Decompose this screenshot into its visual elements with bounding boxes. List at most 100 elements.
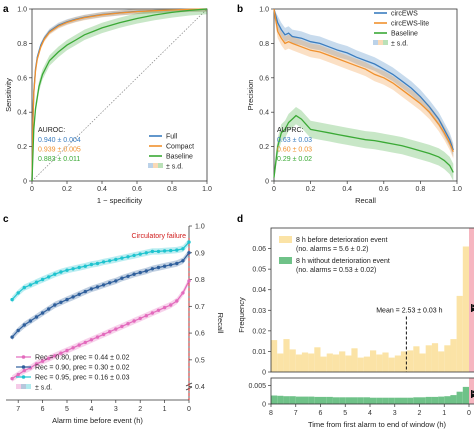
d-top-bar bbox=[332, 354, 340, 372]
d-legend-sub-0: (no. alarms = 5.6 ± 0.2) bbox=[296, 246, 369, 253]
b-annot-line-2: 0.29 ± 0.02 bbox=[277, 156, 312, 163]
d-bottom-bar bbox=[314, 396, 321, 404]
c-legend-marker-2 bbox=[21, 375, 26, 379]
c-point-2 bbox=[10, 297, 14, 302]
b-xlabel: Recall bbox=[355, 196, 376, 205]
c-point-2 bbox=[28, 283, 33, 287]
d-top-bar bbox=[363, 356, 370, 372]
b-xtick-label: 0.4 bbox=[342, 186, 352, 193]
a-xtick-label: 0.6 bbox=[132, 186, 142, 193]
d-top-bar bbox=[400, 351, 408, 372]
c-point-0 bbox=[71, 346, 75, 350]
c-line-2 bbox=[11, 241, 190, 301]
c-point-0 bbox=[83, 340, 88, 345]
d-bottom-bar bbox=[413, 397, 420, 404]
a-annot-line-1: 0.939 ± 0.005 bbox=[38, 147, 81, 154]
d-legend-sub-1: (no. alarms = 0.53 ± 0.02) bbox=[296, 267, 376, 274]
c-point-1 bbox=[77, 292, 81, 296]
c-ytick-label: 0.6 bbox=[195, 331, 205, 338]
b-ytick-label: 0 bbox=[265, 179, 269, 186]
c-point-2 bbox=[162, 249, 167, 253]
d-bottom-frame bbox=[270, 377, 474, 405]
b-band-1 bbox=[274, 9, 454, 159]
d-top-frame bbox=[270, 227, 474, 373]
c-point-1 bbox=[101, 283, 106, 287]
a-sd-swatch-2 bbox=[158, 163, 163, 168]
d-top-ytick-label: 0.05 bbox=[252, 267, 266, 274]
c-event-label: Circulatory failure bbox=[132, 233, 187, 240]
c-point-1 bbox=[181, 259, 185, 263]
c-point-2 bbox=[144, 251, 148, 255]
d-top-bar bbox=[431, 343, 439, 372]
d-top-bar bbox=[295, 354, 302, 372]
panel-letter-c: c bbox=[3, 214, 9, 225]
c-point-0 bbox=[132, 319, 136, 323]
c-sd-swatch-0 bbox=[16, 384, 21, 389]
d-legend-swatch-0 bbox=[279, 236, 292, 243]
d-bottom-bar bbox=[431, 396, 439, 404]
d-xtick-label: 4 bbox=[368, 410, 372, 417]
c-xtick-label: 7 bbox=[16, 406, 20, 413]
b-legend-label-1: circEWS-lite bbox=[391, 21, 429, 28]
c-point-2 bbox=[169, 248, 173, 253]
c-point-0 bbox=[181, 291, 185, 295]
d-bottom-bar bbox=[320, 396, 327, 404]
c-band-1 bbox=[12, 249, 189, 341]
c-point-2 bbox=[138, 252, 142, 256]
d-top-bar bbox=[357, 357, 364, 372]
b-ytick-label: 0.6 bbox=[259, 75, 269, 82]
d-top-bar bbox=[376, 354, 383, 372]
c-ytick-label: 0.5 bbox=[195, 357, 205, 364]
d-bottom-bar bbox=[357, 397, 364, 404]
b-legend-label-2: Baseline bbox=[391, 31, 418, 38]
d-top-bar bbox=[320, 356, 327, 372]
c-point-1 bbox=[144, 269, 148, 273]
c-point-0 bbox=[138, 316, 142, 321]
d-bottom-bar bbox=[450, 395, 457, 404]
a-sd-swatch-0 bbox=[148, 163, 153, 168]
d-top-bar bbox=[345, 355, 352, 372]
d-top-bar bbox=[394, 355, 401, 372]
d-bottom-bar bbox=[339, 397, 346, 404]
c-point-0 bbox=[169, 303, 173, 307]
d-bottom-bar bbox=[444, 396, 451, 404]
c-point-0 bbox=[162, 305, 167, 310]
a-legend-label-1: Compact bbox=[166, 144, 194, 151]
panel-b-precision-recall: 0 0.2 0.4 0.6 0.8 1.0 0 0.2 0.4 0.6 0.8 1.0 Recall Pr… bbox=[246, 7, 462, 206]
a-sd-swatch-1 bbox=[153, 163, 158, 168]
a-line-1 bbox=[31, 8, 208, 182]
c-xtick-label: 4 bbox=[89, 406, 93, 413]
panel-d-histogram: 0 0.01 0.02 0.03 0.04 0.05 0.06 0 0.005 8 7 6 5 4 3 2 1 0… bbox=[237, 227, 474, 429]
d-bottom-bar bbox=[301, 396, 309, 404]
a-xtick-label: 0.8 bbox=[167, 186, 177, 193]
c-point-2 bbox=[187, 240, 191, 244]
a-xtick-label: 0 bbox=[30, 186, 34, 193]
c-point-0 bbox=[175, 299, 179, 303]
c-point-1 bbox=[126, 274, 130, 278]
d-top-bar bbox=[339, 351, 346, 372]
d-bottom-bar bbox=[382, 397, 389, 404]
d-bottom-bar bbox=[308, 396, 315, 404]
b-xtick-label: 0 bbox=[272, 186, 276, 193]
c-point-1 bbox=[34, 315, 39, 319]
a-line-2 bbox=[31, 8, 208, 182]
c-point-2 bbox=[16, 291, 20, 295]
c-ytick-label: 0.9 bbox=[195, 250, 205, 257]
c-point-2 bbox=[126, 255, 130, 259]
c-point-0 bbox=[120, 324, 124, 329]
a-xtick-label: 0.2 bbox=[62, 186, 72, 193]
d-bottom-bar bbox=[462, 386, 469, 404]
c-point-0 bbox=[126, 322, 130, 326]
d-top-ytick-label: 0.06 bbox=[252, 246, 266, 253]
a-legend-label-0: Full bbox=[166, 134, 178, 141]
d-top-bar bbox=[289, 349, 296, 372]
d-top-bar bbox=[419, 353, 426, 372]
d-ylabel: Frequency bbox=[237, 297, 246, 333]
c-xtick-label: 5 bbox=[65, 406, 69, 413]
d-top-bar bbox=[314, 347, 321, 372]
c-point-1 bbox=[22, 323, 26, 327]
a-annot-line-2: 0.883 ± 0.011 bbox=[38, 156, 80, 163]
c-point-1 bbox=[40, 311, 45, 315]
c-point-1 bbox=[47, 307, 51, 311]
